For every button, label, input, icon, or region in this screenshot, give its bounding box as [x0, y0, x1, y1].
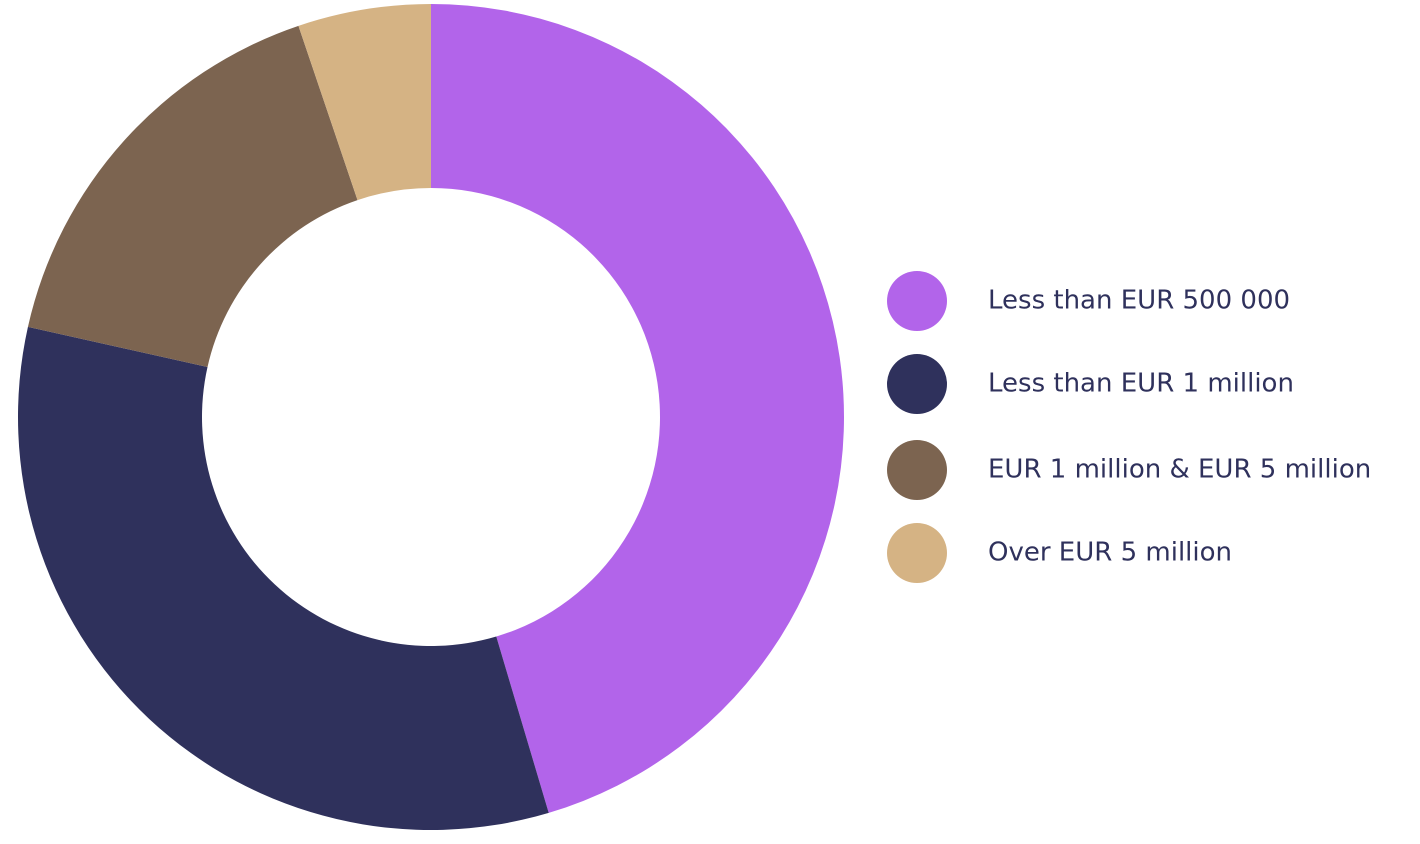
donut-slice: [431, 4, 845, 813]
legend-label: Less than EUR 1 million: [988, 369, 1294, 399]
donut-slice: [27, 25, 358, 368]
legend-label: EUR 1 million & EUR 5 million: [988, 455, 1371, 485]
legend-swatch: [887, 523, 947, 583]
donut-slice: [298, 4, 431, 201]
legend-label: Over EUR 5 million: [988, 538, 1232, 568]
legend-swatch: [887, 354, 947, 414]
legend-swatch: [887, 440, 947, 500]
legend-swatch: [887, 271, 947, 331]
legend-label: Less than EUR 500 000: [988, 286, 1290, 316]
donut-slice: [17, 326, 549, 830]
